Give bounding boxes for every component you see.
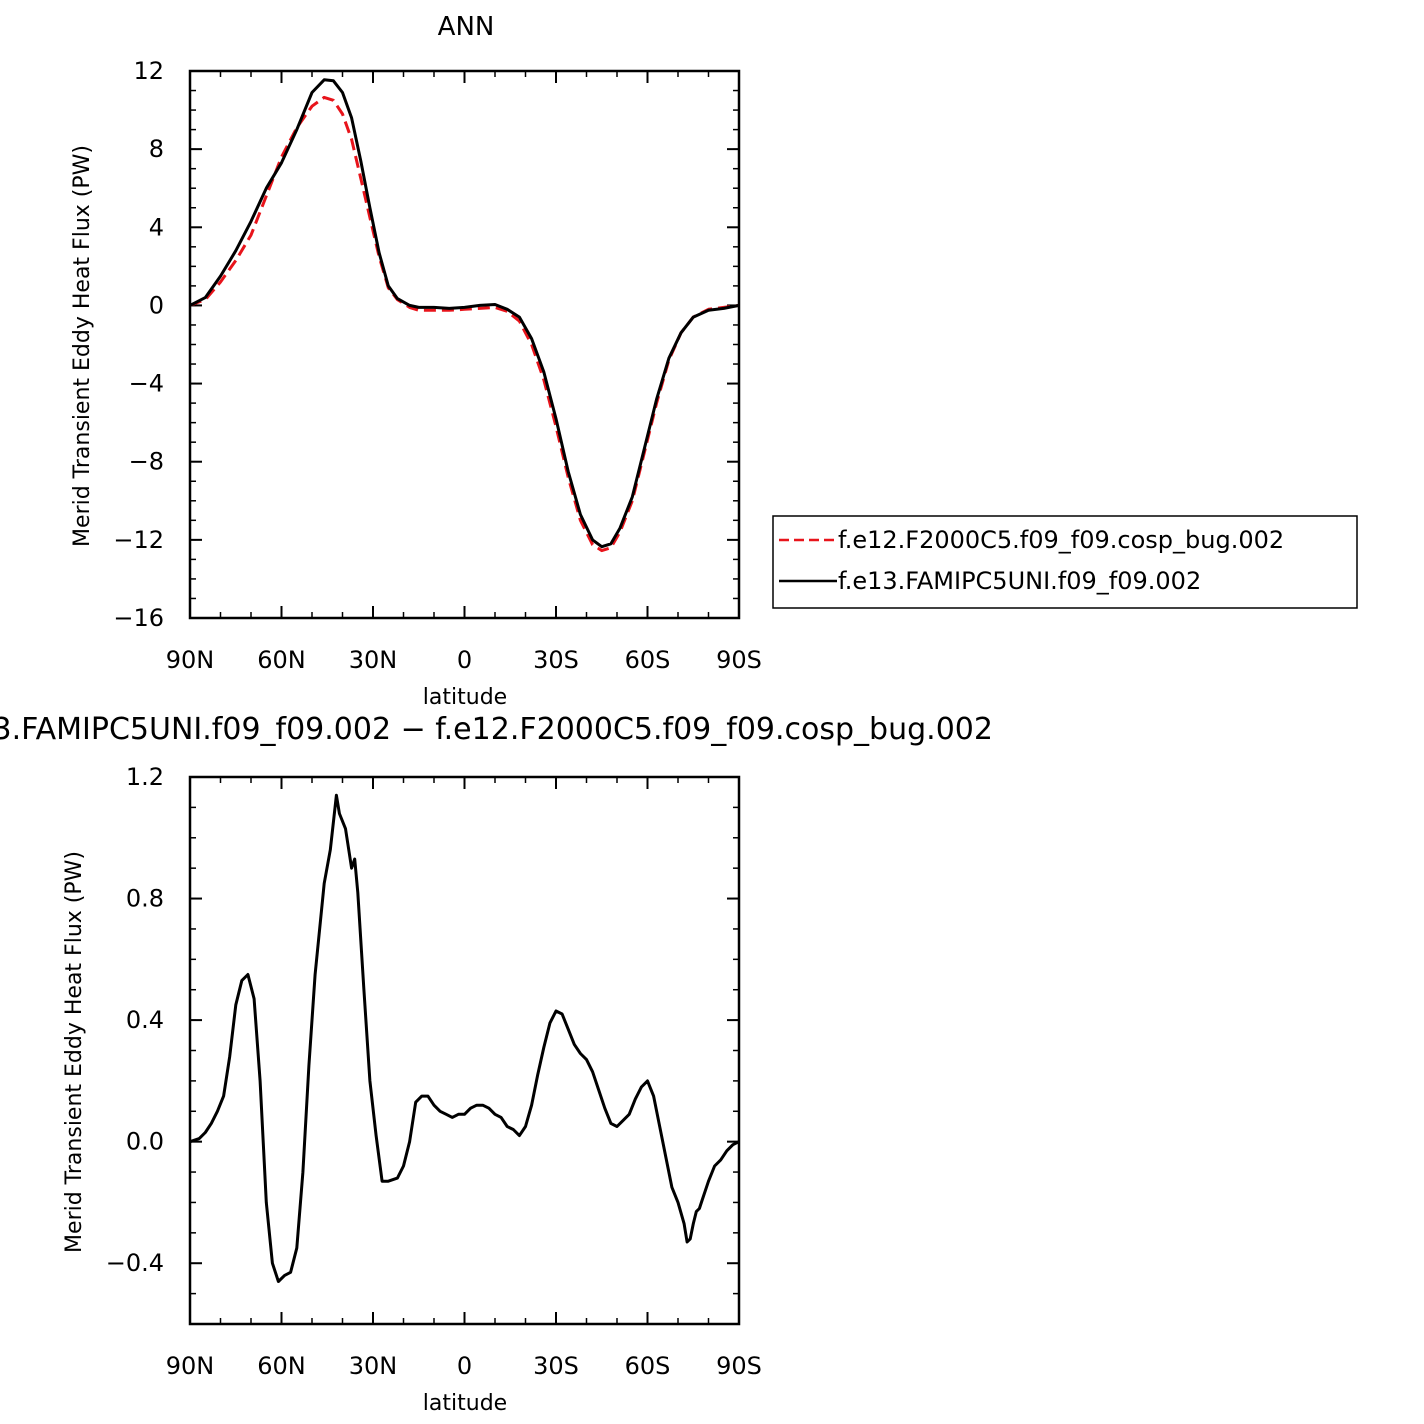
legend: f.e12.F2000C5.f09_f09.cosp_bug.002 f.e13… <box>772 515 1358 609</box>
top-panel: ANN 90N 60N 30N 0 30S 60S 90S 12 8 4 0 −4 −8 −12 −16 l… <box>70 12 1358 710</box>
y-tick-label: 4 <box>149 213 164 241</box>
legend-box <box>772 515 1358 609</box>
x-tick-label: 30S <box>533 1352 579 1380</box>
bottom-panel: f.e13.FAMIPC5UNI.f09_f09.002 − f.e12.F20… <box>0 712 993 1416</box>
y-tick-label: 12 <box>133 57 164 85</box>
y-tick-label: 1.2 <box>126 763 164 791</box>
series-line <box>189 793 740 1283</box>
y-tick-label: 0 <box>149 291 164 319</box>
x-tick-label: 60S <box>625 646 671 674</box>
x-tick-label: 30N <box>349 646 398 674</box>
y-tick-label: −4 <box>129 370 164 398</box>
top-panel-ylabel: Merid Transient Eddy Heat Flux (PW) <box>70 145 95 547</box>
x-tick-label: 90N <box>166 1352 215 1380</box>
legend-entry-label: f.e13.FAMIPC5UNI.f09_f09.002 <box>838 567 1201 595</box>
x-tick-label: 0 <box>457 1352 472 1380</box>
bottom-panel-series <box>189 793 740 1283</box>
top-panel-series <box>189 78 740 553</box>
bottom-panel-ylabel: Merid Transient Eddy Heat Flux (PW) <box>62 851 87 1253</box>
y-tick-label: 8 <box>149 135 164 163</box>
top-panel-tick-labels: 90N 60N 30N 0 30S 60S 90S 12 8 4 0 −4 −8 −12 −16 <box>113 57 762 674</box>
series-line <box>189 78 740 549</box>
bottom-panel-xlabel: latitude <box>423 1391 507 1416</box>
x-tick-label: 30N <box>349 1352 398 1380</box>
x-tick-label: 90S <box>716 646 762 674</box>
top-panel-xlabel: latitude <box>423 685 507 710</box>
bottom-panel-ticks <box>189 776 740 1325</box>
bottom-panel-tick-labels: 90N 60N 30N 0 30S 60S 90S 1.2 0.8 0.4 0.0 −0.4 <box>106 763 762 1380</box>
bottom-panel-title: f.e13.FAMIPC5UNI.f09_f09.002 − f.e12.F20… <box>0 712 993 747</box>
x-tick-label: 30S <box>533 646 579 674</box>
y-tick-label: 0.4 <box>126 1006 164 1034</box>
bottom-panel-frame <box>188 775 741 1326</box>
y-tick-label: −8 <box>129 448 164 476</box>
x-tick-label: 60N <box>257 646 306 674</box>
x-tick-label: 90N <box>166 646 215 674</box>
x-tick-label: 90S <box>716 1352 762 1380</box>
y-tick-label: −12 <box>113 526 164 554</box>
series-line <box>189 95 740 553</box>
top-panel-title: ANN <box>438 12 495 42</box>
top-panel-ticks <box>189 70 740 619</box>
y-tick-label: 0.8 <box>126 885 164 913</box>
y-tick-label: −16 <box>113 604 164 632</box>
y-tick-label: 0.0 <box>126 1128 164 1156</box>
x-tick-label: 60S <box>625 1352 671 1380</box>
x-tick-label: 0 <box>457 646 472 674</box>
top-panel-frame <box>188 69 741 620</box>
legend-entry-label: f.e12.F2000C5.f09_f09.cosp_bug.002 <box>838 526 1284 554</box>
y-tick-label: −0.4 <box>106 1249 164 1277</box>
x-tick-label: 60N <box>257 1352 306 1380</box>
